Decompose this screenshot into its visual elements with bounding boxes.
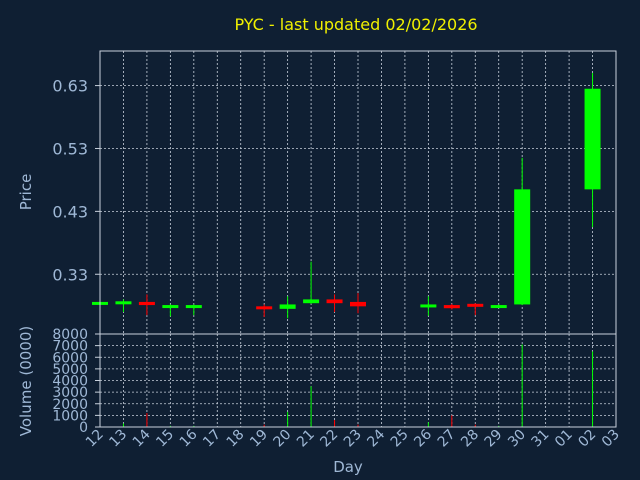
volume-tick-label: 6000 [52,350,88,366]
x-tick-label: 01 [552,427,576,451]
x-tick-label: 23 [341,427,365,451]
candle-body [115,301,132,305]
x-tick-label: 02 [575,427,599,451]
price-grid [100,51,616,334]
price-candles [92,73,601,319]
volume-axis-label: Volume (0000) [17,326,35,436]
volume-bars [122,344,594,427]
candle-body [420,304,437,308]
volume-grid [100,334,616,427]
x-tick-label: 22 [317,427,341,451]
chart-title: PYC - last updated 02/02/2026 [234,15,477,34]
candle-body [303,299,320,304]
candle-body [162,305,179,309]
x-tick-label: 26 [411,426,435,450]
candle-body [467,303,484,307]
volume-tick-label: 3000 [52,385,88,401]
candle-body [584,88,601,190]
x-tick-label: 14 [130,426,154,450]
x-tick-label: 19 [247,427,271,451]
price-tick-label: 0.43 [52,202,88,221]
volume-tick-label: 2000 [52,397,88,413]
candle-body [185,305,202,309]
price-tick-label: 0.63 [52,77,88,96]
x-tick-label: 18 [224,427,248,451]
candle-body [514,189,531,305]
x-tick-label: 21 [294,427,318,451]
volume-tick-label: 0 [79,420,88,436]
candle-body [350,301,366,307]
x-tick-label: 13 [106,427,130,451]
candle-body [490,305,507,309]
volume-tick-label: 1000 [52,408,88,424]
volume-tick-label: 4000 [52,374,88,390]
x-tick-label: 03 [599,427,623,451]
x-tick-label: 27 [435,427,459,451]
x-tick-label: 25 [388,427,412,451]
x-tick-label: 20 [271,427,295,451]
candle-body [279,304,296,309]
volume-tick-label: 7000 [52,339,88,355]
candle-body [326,299,343,304]
x-axis: 12 13 14 15 16 17 18 19 20 21 22 23 24 25 26 27 28 29 30 31… [83,426,623,450]
x-tick-label: 28 [458,427,482,451]
price-tick-label: 0.33 [52,265,88,284]
volume-tick-label: 5000 [52,362,88,378]
volume-tick-label: 8000 [52,327,88,343]
candle-body [138,301,155,306]
candle-body [443,305,460,309]
price-axis-label: Price [17,174,35,211]
x-tick-label: 15 [153,427,177,451]
x-axis-label: Day [333,458,363,476]
x-tick-label: 17 [200,427,224,451]
x-tick-label: 31 [529,427,553,451]
price-tick-label: 0.53 [52,139,88,158]
x-tick-label: 29 [482,427,506,451]
x-tick-label: 30 [505,427,529,451]
price-y-axis: 0.33 0.43 0.53 0.63 [52,77,100,284]
x-tick-label: 24 [364,426,388,450]
x-tick-label: 16 [177,426,201,450]
candle-body [256,306,273,310]
